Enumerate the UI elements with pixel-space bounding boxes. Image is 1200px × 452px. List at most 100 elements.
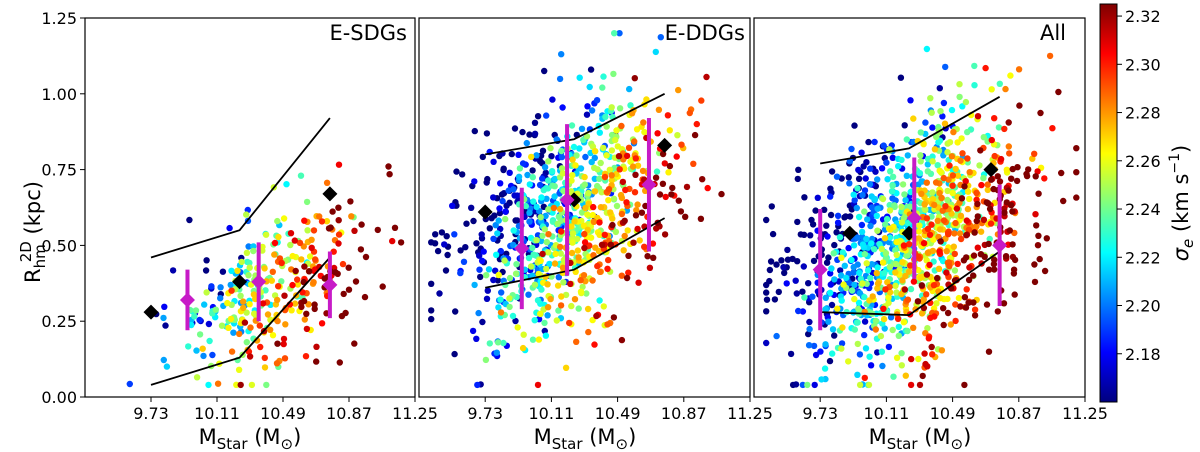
scatter-point: [312, 256, 319, 263]
scatter-point: [668, 191, 675, 198]
scatter-point: [486, 225, 493, 232]
scatter-point: [874, 205, 881, 212]
scatter-point: [941, 120, 949, 127]
scatter-point: [492, 222, 499, 229]
scatter-point: [657, 34, 664, 41]
scatter-point: [936, 167, 943, 174]
scatter-point: [962, 178, 969, 185]
scatter-point: [868, 204, 876, 211]
scatter-point: [469, 327, 477, 335]
scatter-point: [543, 238, 550, 246]
scatter-point: [914, 253, 922, 260]
scatter-point: [933, 133, 940, 140]
median-diamond: [477, 204, 493, 220]
scatter-point: [541, 67, 548, 75]
scatter-point: [541, 226, 548, 233]
scatter-point: [209, 351, 216, 359]
scatter-point: [576, 74, 583, 81]
scatter-point: [503, 202, 510, 209]
scatter-point: [240, 298, 247, 305]
scatter-point: [974, 213, 981, 220]
scatter-point: [879, 259, 887, 266]
colorbar-tick-label: 2.22: [1125, 248, 1161, 267]
scatter-point: [485, 266, 493, 273]
scatter-point: [869, 293, 876, 300]
scatter-point: [877, 332, 885, 340]
scatter-point: [945, 231, 952, 238]
errorbar-diamond: [812, 262, 828, 278]
scatter-point: [828, 265, 835, 272]
scatter-point: [854, 371, 861, 378]
scatter-point: [339, 260, 347, 268]
scatter-point: [237, 381, 244, 389]
scatter-point: [434, 247, 442, 255]
scatter-point: [531, 317, 538, 324]
scatter-point: [250, 243, 257, 250]
scatter-point: [259, 300, 267, 307]
scatter-point: [924, 168, 931, 175]
scatter-point: [954, 139, 961, 146]
scatter-point: [919, 372, 926, 380]
scatter-point: [478, 231, 485, 238]
scatter-point: [545, 206, 552, 213]
scatter-point: [977, 228, 985, 235]
scatter-point: [878, 348, 886, 355]
scatter-point: [545, 231, 552, 238]
scatter-point: [622, 186, 629, 194]
scatter-point: [889, 182, 896, 189]
scatter-point: [225, 324, 232, 331]
scatter-point: [887, 168, 894, 175]
scatter-point: [848, 206, 855, 213]
scatter-point: [882, 286, 889, 293]
scatter-point: [951, 250, 958, 258]
scatter-point: [281, 292, 288, 299]
scatter-point: [965, 299, 972, 306]
scatter-point: [937, 295, 944, 302]
scatter-point: [863, 260, 870, 267]
scatter-point: [997, 155, 1005, 163]
scatter-point: [900, 242, 908, 249]
scatter-point: [898, 362, 905, 369]
scatter-point: [839, 249, 846, 256]
scatter-point: [551, 175, 559, 183]
scatter-point: [833, 173, 841, 180]
scatter-point: [374, 226, 381, 234]
scatter-point: [287, 241, 294, 249]
scatter-point: [505, 187, 512, 194]
scatter-point: [436, 290, 443, 297]
scatter-point: [1008, 175, 1015, 182]
scatter-point: [780, 264, 787, 271]
scatter-point: [530, 198, 537, 205]
scatter-point: [991, 152, 998, 160]
scatter-point: [924, 325, 931, 332]
scatter-point: [887, 314, 895, 321]
scatter-point: [524, 171, 531, 179]
scatter-point: [1025, 166, 1032, 173]
scatter-point: [510, 227, 517, 234]
scatter-point: [519, 128, 526, 136]
scatter-point: [625, 269, 632, 276]
scatter-point: [985, 240, 992, 248]
scatter-point: [920, 240, 928, 247]
scatter-point: [885, 299, 892, 307]
scatter-point: [627, 102, 634, 109]
scatter-point: [806, 318, 813, 326]
scatter-point: [850, 242, 858, 249]
median-diamond: [657, 137, 673, 153]
colorbar-ticks: 2.18 2.20 2.22 2.24 2.26 2.28 2.30 2.32: [1117, 7, 1161, 364]
scatter-point: [944, 309, 952, 317]
percentile-line-84th: [485, 92, 666, 156]
scatter-point: [691, 131, 699, 139]
scatter-point: [512, 270, 520, 277]
scatter-point: [1001, 125, 1008, 133]
scatter-point: [885, 294, 892, 301]
scatter-point: [583, 111, 591, 118]
scatter-point: [596, 297, 603, 304]
scatter-point: [605, 197, 612, 204]
y-axis-label: Rhm2D (kpc): [17, 181, 49, 283]
scatter-point: [655, 106, 663, 114]
scatter-point: [613, 127, 620, 134]
scatter-point: [361, 293, 369, 301]
scatter-point: [480, 248, 487, 255]
colorbar-tick-label: 2.20: [1125, 297, 1161, 316]
